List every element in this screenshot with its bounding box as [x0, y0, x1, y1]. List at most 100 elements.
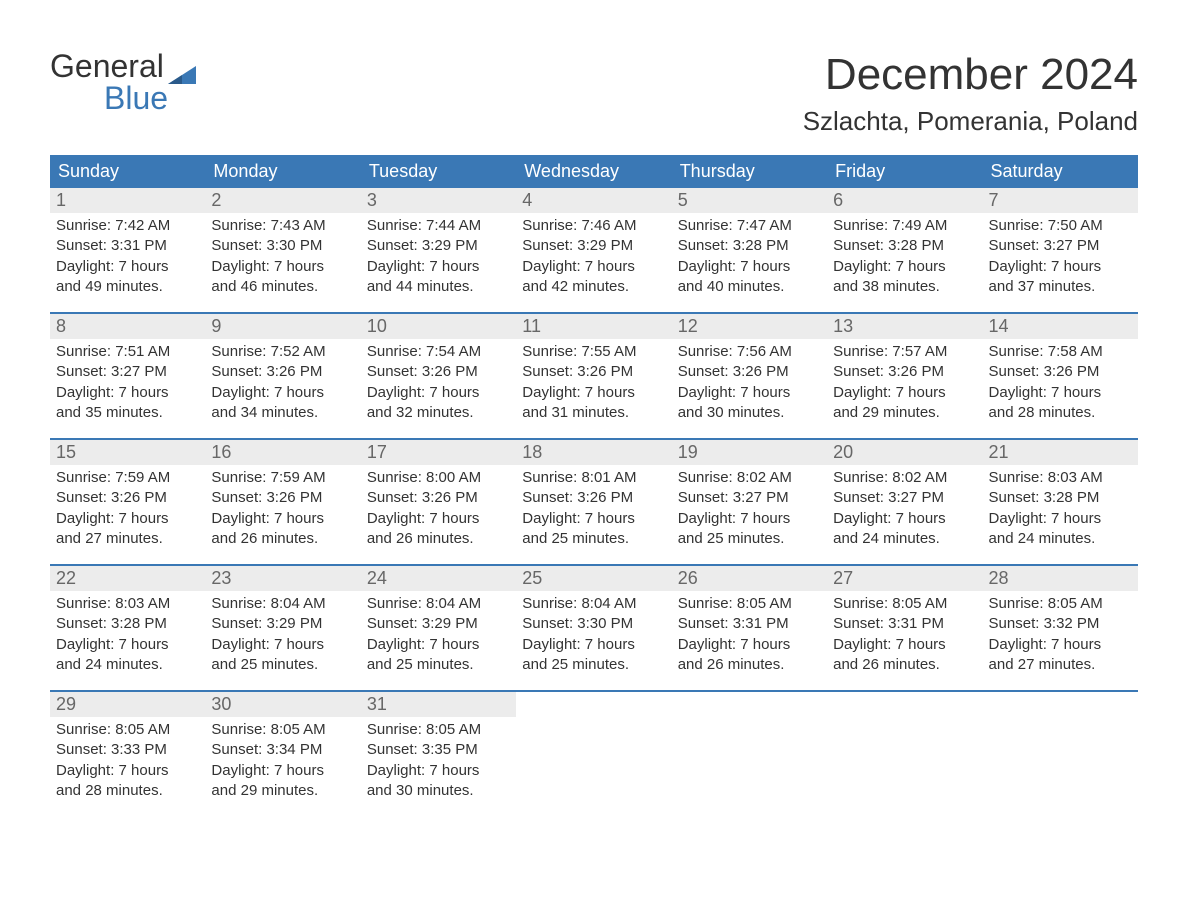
day-dl1: Daylight: 7 hours: [367, 383, 510, 403]
weeks-container: 1Sunrise: 7:42 AMSunset: 3:31 PMDaylight…: [50, 188, 1138, 810]
day-dl2: and 24 minutes.: [833, 529, 976, 549]
day-cell: 15Sunrise: 7:59 AMSunset: 3:26 PMDayligh…: [50, 440, 205, 558]
day-dl2: and 25 minutes.: [367, 655, 510, 675]
day-dl2: and 25 minutes.: [211, 655, 354, 675]
day-sunset: Sunset: 3:27 PM: [56, 362, 199, 382]
day-body: Sunrise: 7:51 AMSunset: 3:27 PMDaylight:…: [50, 339, 205, 429]
day-dl1: Daylight: 7 hours: [833, 257, 976, 277]
day-dl1: Daylight: 7 hours: [989, 635, 1132, 655]
month-year-title: December 2024: [803, 50, 1138, 100]
day-cell: 21Sunrise: 8:03 AMSunset: 3:28 PMDayligh…: [983, 440, 1138, 558]
day-sunset: Sunset: 3:31 PM: [678, 614, 821, 634]
day-dl2: and 29 minutes.: [833, 403, 976, 423]
day-sunrise: Sunrise: 8:04 AM: [367, 594, 510, 614]
day-cell: 3Sunrise: 7:44 AMSunset: 3:29 PMDaylight…: [361, 188, 516, 306]
day-sunset: Sunset: 3:26 PM: [678, 362, 821, 382]
week-row: 15Sunrise: 7:59 AMSunset: 3:26 PMDayligh…: [50, 438, 1138, 558]
day-sunrise: Sunrise: 7:59 AM: [211, 468, 354, 488]
day-sunset: Sunset: 3:34 PM: [211, 740, 354, 760]
day-dl1: Daylight: 7 hours: [833, 383, 976, 403]
day-dl2: and 26 minutes.: [367, 529, 510, 549]
day-header-row: SundayMondayTuesdayWednesdayThursdayFrid…: [50, 155, 1138, 188]
day-body: Sunrise: 7:50 AMSunset: 3:27 PMDaylight:…: [983, 213, 1138, 303]
day-dl2: and 29 minutes.: [211, 781, 354, 801]
day-cell: 8Sunrise: 7:51 AMSunset: 3:27 PMDaylight…: [50, 314, 205, 432]
title-block: December 2024 Szlachta, Pomerania, Polan…: [803, 50, 1138, 137]
day-dl1: Daylight: 7 hours: [56, 635, 199, 655]
day-body: Sunrise: 7:56 AMSunset: 3:26 PMDaylight:…: [672, 339, 827, 429]
day-dl2: and 27 minutes.: [56, 529, 199, 549]
day-sunrise: Sunrise: 7:55 AM: [522, 342, 665, 362]
day-cell: 1Sunrise: 7:42 AMSunset: 3:31 PMDaylight…: [50, 188, 205, 306]
day-header-cell: Sunday: [50, 155, 205, 188]
day-cell: 14Sunrise: 7:58 AMSunset: 3:26 PMDayligh…: [983, 314, 1138, 432]
day-body: Sunrise: 7:46 AMSunset: 3:29 PMDaylight:…: [516, 213, 671, 303]
day-dl2: and 44 minutes.: [367, 277, 510, 297]
day-dl1: Daylight: 7 hours: [56, 509, 199, 529]
week-row: 22Sunrise: 8:03 AMSunset: 3:28 PMDayligh…: [50, 564, 1138, 684]
brand-top-row: General: [50, 50, 196, 82]
day-sunrise: Sunrise: 8:03 AM: [56, 594, 199, 614]
day-dl2: and 26 minutes.: [211, 529, 354, 549]
day-dl1: Daylight: 7 hours: [678, 635, 821, 655]
day-number: 9: [205, 314, 360, 339]
day-sunset: Sunset: 3:35 PM: [367, 740, 510, 760]
day-dl1: Daylight: 7 hours: [367, 635, 510, 655]
day-sunset: Sunset: 3:27 PM: [989, 236, 1132, 256]
day-number: 17: [361, 440, 516, 465]
day-sunset: Sunset: 3:31 PM: [833, 614, 976, 634]
day-dl2: and 27 minutes.: [989, 655, 1132, 675]
day-cell: 24Sunrise: 8:04 AMSunset: 3:29 PMDayligh…: [361, 566, 516, 684]
day-body: Sunrise: 8:04 AMSunset: 3:30 PMDaylight:…: [516, 591, 671, 681]
day-dl2: and 24 minutes.: [56, 655, 199, 675]
day-cell: 29Sunrise: 8:05 AMSunset: 3:33 PMDayligh…: [50, 692, 205, 810]
day-dl2: and 46 minutes.: [211, 277, 354, 297]
day-dl1: Daylight: 7 hours: [367, 257, 510, 277]
day-dl2: and 26 minutes.: [833, 655, 976, 675]
brand-word1: General: [50, 50, 164, 82]
day-cell: .: [672, 692, 827, 810]
day-number: 20: [827, 440, 982, 465]
day-dl1: Daylight: 7 hours: [522, 509, 665, 529]
day-cell: 23Sunrise: 8:04 AMSunset: 3:29 PMDayligh…: [205, 566, 360, 684]
day-number: 10: [361, 314, 516, 339]
day-header-cell: Tuesday: [361, 155, 516, 188]
day-header-cell: Wednesday: [516, 155, 671, 188]
day-sunset: Sunset: 3:28 PM: [678, 236, 821, 256]
day-number: 7: [983, 188, 1138, 213]
day-dl2: and 49 minutes.: [56, 277, 199, 297]
day-number: 13: [827, 314, 982, 339]
day-body: Sunrise: 8:05 AMSunset: 3:34 PMDaylight:…: [205, 717, 360, 807]
day-dl2: and 35 minutes.: [56, 403, 199, 423]
day-dl1: Daylight: 7 hours: [522, 257, 665, 277]
day-body: Sunrise: 7:55 AMSunset: 3:26 PMDaylight:…: [516, 339, 671, 429]
day-dl2: and 25 minutes.: [522, 529, 665, 549]
day-dl2: and 25 minutes.: [522, 655, 665, 675]
day-sunrise: Sunrise: 7:59 AM: [56, 468, 199, 488]
day-sunrise: Sunrise: 7:54 AM: [367, 342, 510, 362]
day-body: Sunrise: 8:02 AMSunset: 3:27 PMDaylight:…: [827, 465, 982, 555]
day-dl2: and 38 minutes.: [833, 277, 976, 297]
day-dl2: and 28 minutes.: [56, 781, 199, 801]
week-row: 29Sunrise: 8:05 AMSunset: 3:33 PMDayligh…: [50, 690, 1138, 810]
day-cell: 28Sunrise: 8:05 AMSunset: 3:32 PMDayligh…: [983, 566, 1138, 684]
day-body: Sunrise: 7:47 AMSunset: 3:28 PMDaylight:…: [672, 213, 827, 303]
day-sunrise: Sunrise: 8:04 AM: [522, 594, 665, 614]
week-row: 1Sunrise: 7:42 AMSunset: 3:31 PMDaylight…: [50, 188, 1138, 306]
day-number: 12: [672, 314, 827, 339]
day-sunrise: Sunrise: 8:05 AM: [678, 594, 821, 614]
day-cell: 6Sunrise: 7:49 AMSunset: 3:28 PMDaylight…: [827, 188, 982, 306]
day-dl1: Daylight: 7 hours: [678, 383, 821, 403]
day-sunset: Sunset: 3:30 PM: [522, 614, 665, 634]
day-dl2: and 25 minutes.: [678, 529, 821, 549]
day-body: Sunrise: 7:42 AMSunset: 3:31 PMDaylight:…: [50, 213, 205, 303]
day-number: 23: [205, 566, 360, 591]
day-sunrise: Sunrise: 7:42 AM: [56, 216, 199, 236]
day-number: 4: [516, 188, 671, 213]
day-dl1: Daylight: 7 hours: [367, 509, 510, 529]
day-body: Sunrise: 7:52 AMSunset: 3:26 PMDaylight:…: [205, 339, 360, 429]
day-sunrise: Sunrise: 7:52 AM: [211, 342, 354, 362]
day-sunrise: Sunrise: 7:46 AM: [522, 216, 665, 236]
location-title: Szlachta, Pomerania, Poland: [803, 106, 1138, 137]
day-dl2: and 26 minutes.: [678, 655, 821, 675]
